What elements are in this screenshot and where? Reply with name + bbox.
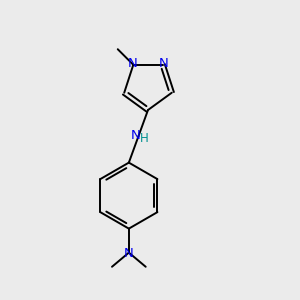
Text: N: N [128,57,137,70]
Text: N: N [124,247,134,260]
Text: H: H [140,132,149,145]
Text: N: N [130,129,140,142]
Text: N: N [159,57,169,70]
